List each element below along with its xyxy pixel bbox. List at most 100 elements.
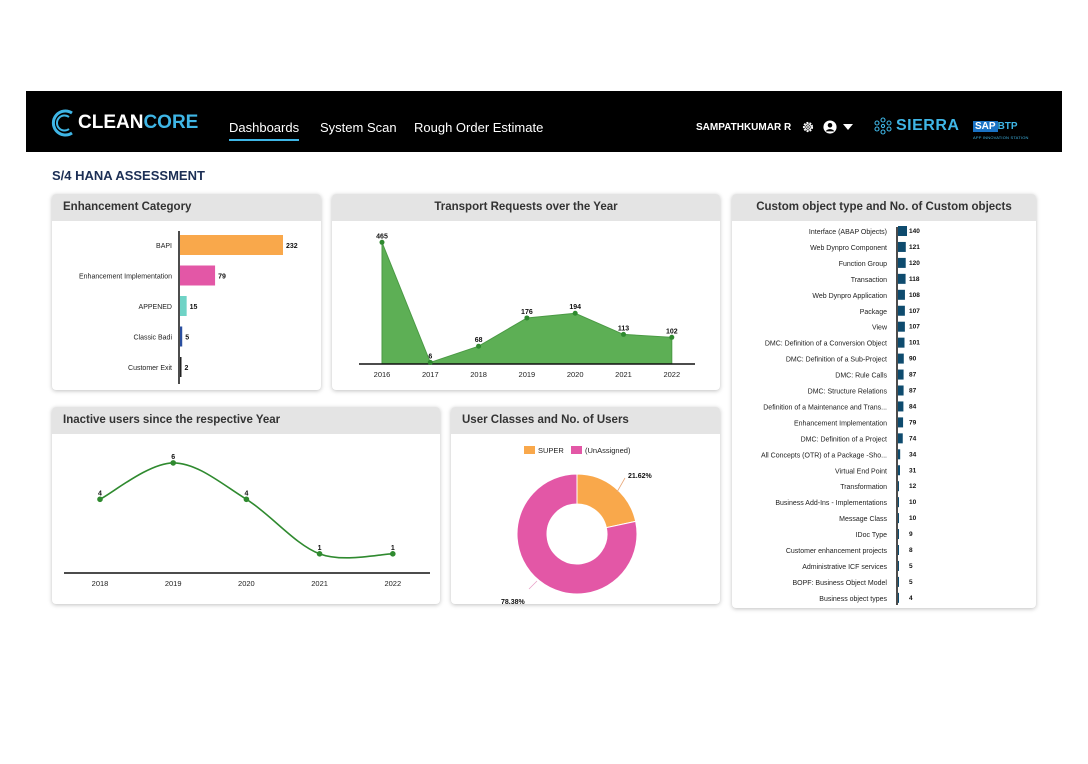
- custom-bar: [898, 481, 899, 492]
- transport-point: [572, 310, 578, 316]
- transport-card: Transport Requests over the Year 465 2016…: [332, 194, 720, 390]
- custom-category-label: Package: [860, 309, 887, 316]
- custom-category-label: Definition of a Maintenance and Trans...: [763, 404, 887, 411]
- enhancement-chart: BAPI 232 Enhancement Implementation 79 APPEN…: [79, 231, 298, 384]
- custom-category-label: DMC: Definition of a Sub-Project: [786, 357, 887, 364]
- legend-label: (UnAssigned): [585, 446, 631, 455]
- nav-dashboards[interactable]: Dashboards: [229, 120, 300, 141]
- custom-category-label: Transaction: [851, 277, 887, 284]
- legend-swatch: [571, 446, 582, 454]
- custom-category-label: Business Add-Ins - Implementations: [775, 500, 887, 507]
- user-name: SAMPATHKUMAR R: [696, 122, 792, 133]
- custom-bar: [898, 273, 906, 284]
- custom-value-label: 84: [909, 403, 917, 410]
- custom-bar: [898, 417, 904, 428]
- custom-bar: [898, 497, 899, 508]
- transport-tick-label: 2016: [374, 370, 391, 379]
- transport-point: [427, 359, 433, 365]
- inactive-point: [390, 551, 396, 557]
- custom-value-label: 107: [909, 308, 920, 315]
- custom-category-label: DMC: Structure Relations: [808, 389, 888, 396]
- custom-bar: [898, 545, 899, 555]
- inactive-point: [243, 496, 250, 503]
- custom-value-label: 5: [909, 579, 913, 586]
- top-navigation-bar: CLEANCORE Dashboards System Scan Rough O…: [26, 91, 1062, 152]
- custom-value-label: 90: [909, 356, 917, 363]
- transport-point: [621, 331, 626, 337]
- custom-bar: [898, 337, 905, 348]
- transport-value-label: 176: [521, 309, 533, 316]
- custom-category-label: Function Group: [839, 261, 887, 268]
- custom-value-label: 9: [909, 531, 913, 538]
- sap-badge: SAP: [973, 121, 998, 132]
- cleancore-logo[interactable]: CLEANCORE: [50, 109, 198, 137]
- custom-value-label: 118: [909, 276, 920, 283]
- nav-rough-order-estimate[interactable]: Rough Order Estimate: [414, 120, 544, 135]
- enhancement-value-label: 232: [286, 243, 298, 250]
- transport-tick-label: 2019: [519, 370, 536, 379]
- inactive-tick-label: 2019: [165, 579, 182, 588]
- inactive-users-card: Inactive users since the respective Year…: [52, 407, 440, 604]
- inactive-tick-label: 2018: [92, 579, 109, 588]
- inactive-value-label: 1: [318, 545, 322, 552]
- custom-value-label: 74: [909, 435, 917, 442]
- transport-value-label: 68: [475, 337, 483, 344]
- custom-category-label: Web Dynpro Application: [812, 293, 887, 300]
- custom-bar: [898, 576, 899, 587]
- inactive-value-label: 4: [244, 490, 248, 497]
- gear-icon[interactable]: [801, 120, 815, 134]
- transport-tick-label: 2021: [615, 370, 632, 379]
- sap-btp-logo: SAP BTP APP INNOVATION STATION: [973, 116, 1029, 140]
- user-class-value-label: 21.62%: [628, 473, 653, 480]
- custom-category-label: IDoc Type: [856, 532, 887, 539]
- custom-value-label: 79: [909, 419, 917, 426]
- custom-category-label: DMC: Definition of a Project: [801, 436, 887, 443]
- transport-tick-label: 2022: [663, 370, 680, 379]
- app-window: CLEANCORE Dashboards System Scan Rough O…: [26, 91, 1062, 611]
- custom-value-label: 108: [909, 292, 920, 299]
- custom-objects-card-title: Custom object type and No. of Custom obj…: [732, 194, 1036, 221]
- inactive-value-label: 1: [391, 545, 395, 552]
- custom-bar: [898, 513, 899, 524]
- custom-bar: [898, 592, 899, 603]
- user-class-slice: [576, 473, 637, 529]
- custom-category-label: DMC: Definition of a Conversion Object: [765, 341, 887, 348]
- custom-bar: [898, 369, 904, 380]
- enhancement-bar: [180, 265, 216, 286]
- custom-category-label: Enhancement Implementation: [794, 420, 887, 427]
- custom-bar: [898, 305, 905, 316]
- cleancore-logo-icon: [51, 109, 73, 137]
- inactive-tick-label: 2020: [238, 579, 255, 588]
- enhancement-category-label: Classic Badi: [133, 335, 172, 342]
- custom-bar: [898, 529, 899, 540]
- transport-point: [669, 334, 675, 340]
- custom-objects-card: Custom object type and No. of Custom obj…: [732, 194, 1036, 608]
- custom-value-label: 121: [909, 244, 920, 251]
- inactive-users-card-title: Inactive users since the respective Year: [52, 407, 440, 434]
- enhancement-category-label: Customer Exit: [128, 365, 172, 372]
- custom-value-label: 107: [909, 324, 920, 331]
- custom-value-label: 101: [909, 340, 920, 347]
- custom-objects-chart: Interface (ABAP Objects) 140 Web Dynpro Co…: [761, 226, 920, 605]
- legend-label: SUPER: [538, 446, 564, 455]
- custom-value-label: 87: [909, 372, 917, 379]
- enhancement-bar: [180, 326, 183, 347]
- inactive-point: [170, 460, 176, 466]
- custom-bar: [898, 449, 901, 460]
- nav-system-scan[interactable]: System Scan: [320, 120, 397, 135]
- custom-bar: [898, 353, 904, 364]
- custom-value-label: 31: [909, 467, 917, 474]
- user-circle-icon[interactable]: [823, 120, 837, 134]
- custom-value-label: 34: [909, 451, 917, 458]
- custom-bar: [898, 560, 899, 571]
- custom-category-label: Transformation: [840, 484, 887, 491]
- custom-category-label: View: [872, 325, 888, 332]
- enhancement-value-label: 79: [218, 274, 226, 281]
- transport-value-label: 113: [618, 325, 629, 332]
- chevron-down-icon[interactable]: [843, 124, 853, 130]
- custom-bar: [898, 321, 905, 332]
- enhancement-category-label: BAPI: [156, 243, 172, 250]
- enhancement-card: Enhancement Category BAPI 232 Enhancement …: [52, 194, 321, 390]
- inactive-point: [97, 496, 103, 503]
- custom-value-label: 140: [909, 228, 920, 235]
